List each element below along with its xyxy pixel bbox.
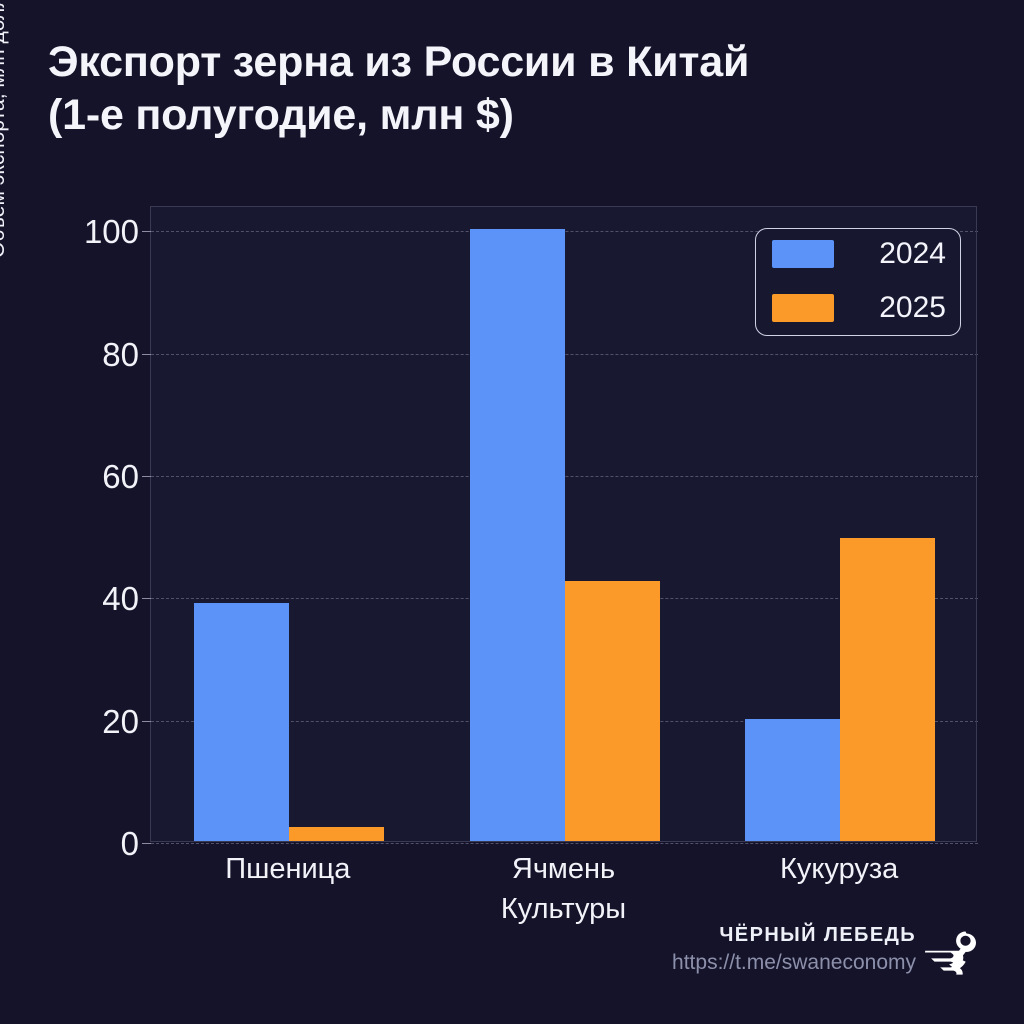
page-title: Экспорт зерна из России в Китай (1-е пол…	[48, 36, 948, 142]
bar-2024-Кукуруза	[745, 718, 841, 841]
x-axis-label: Культуры	[500, 893, 627, 925]
y-tick-label-40: 40	[102, 580, 139, 618]
y-tick-label-20: 20	[102, 702, 139, 740]
footer-text: ЧЁРНЫЙ ЛЕБЕДЬ https://t.me/swaneconomy	[672, 922, 916, 978]
legend-item-2025: 2025	[772, 291, 948, 325]
tick-mark-100	[142, 231, 151, 233]
y-tick-label-100: 100	[83, 213, 139, 251]
brand-url: https://t.me/swaneconomy	[672, 951, 916, 974]
title-line-2: (1-е полугодие, млн $)	[48, 91, 514, 139]
gridline-60	[151, 476, 978, 478]
gridline-0	[151, 843, 978, 844]
legend-swatch-2024	[772, 240, 834, 268]
bar-2024-Пшеница	[193, 602, 289, 841]
gridline-80	[151, 353, 978, 355]
y-tick-label-0: 0	[120, 825, 139, 862]
tick-mark-60	[142, 476, 151, 478]
title-line-1: Экспорт зерна из России в Китай	[48, 38, 750, 86]
bar-2025-Ячмень	[564, 581, 660, 841]
y-tick-label-80: 80	[102, 335, 139, 373]
chart-legend: 2024 2025	[755, 228, 961, 336]
tick-mark-0	[142, 843, 151, 844]
bar-2025-Пшеница	[288, 826, 384, 841]
legend-label-2024: 2024	[879, 237, 946, 270]
footer: ЧЁРНЫЙ ЛЕБЕДЬ https://t.me/swaneconomy	[614, 922, 984, 994]
legend-label-2025: 2025	[879, 291, 946, 324]
plot-area-right-border	[976, 206, 977, 842]
x-tick-label-Ячмень: Ячмень	[511, 853, 616, 885]
x-tick-label-Пшеница: Пшеница	[225, 853, 351, 885]
brand-name: ЧЁРНЫЙ ЛЕБЕДЬ	[719, 924, 916, 946]
gridline-100	[151, 231, 978, 233]
tick-mark-80	[142, 353, 151, 355]
legend-swatch-2025	[772, 294, 834, 322]
y-tick-label-60: 60	[102, 458, 139, 496]
swan-logo-icon	[922, 928, 984, 984]
tick-mark-40	[142, 598, 151, 600]
tick-mark-20	[142, 720, 151, 722]
bar-2025-Кукуруза	[840, 538, 936, 841]
legend-item-2024: 2024	[772, 237, 948, 271]
bar-2024-Ячмень	[469, 229, 565, 841]
x-tick-label-Кукуруза: Кукуруза	[780, 853, 899, 885]
